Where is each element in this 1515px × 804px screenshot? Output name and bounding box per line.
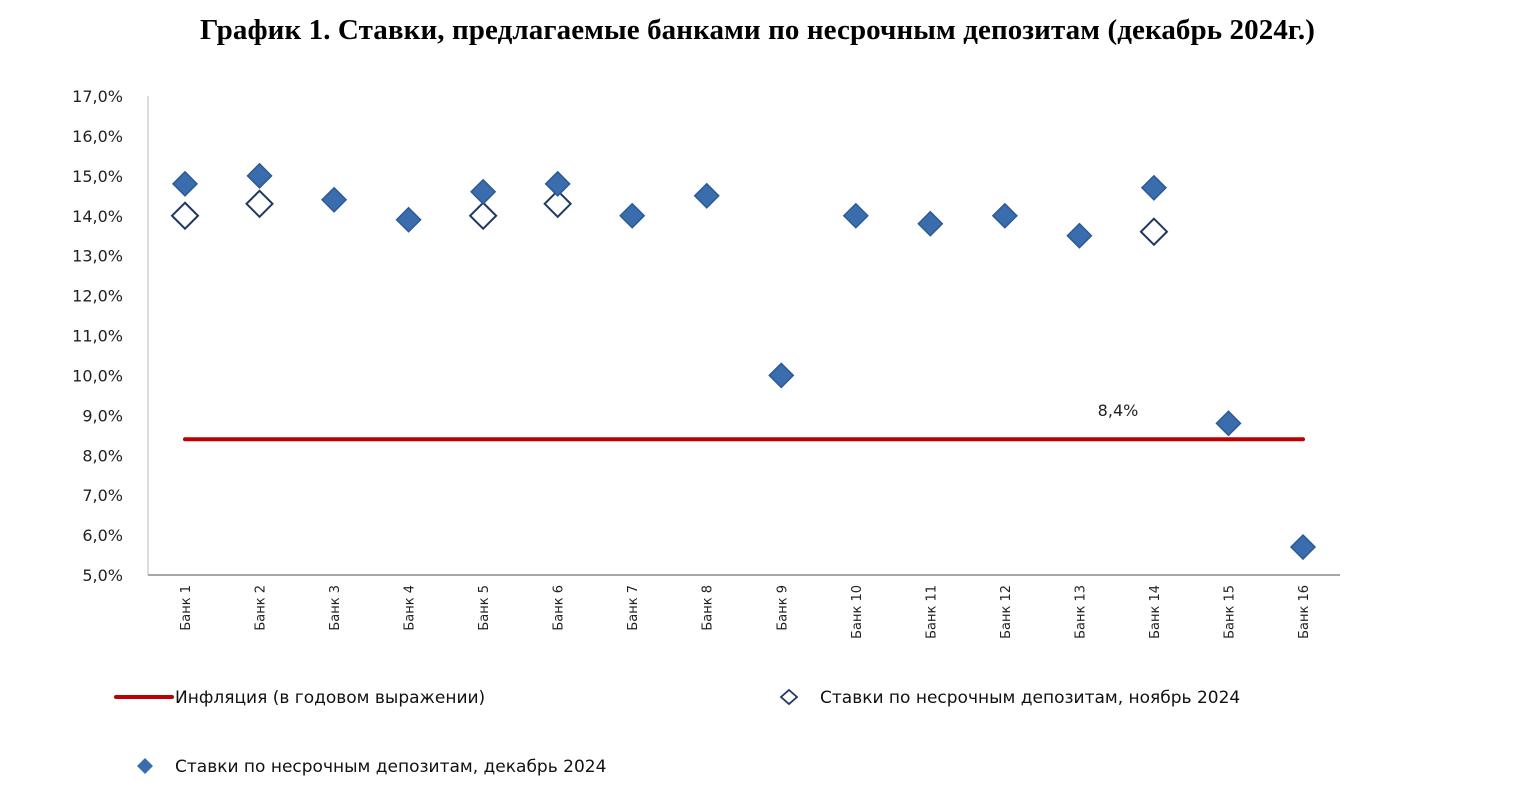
x-tick-label: Банк 10 — [850, 585, 865, 639]
legend-label-december: Ставки по несрочным депозитам, декабрь 2… — [175, 757, 606, 777]
y-tick-label: 8,0% — [82, 446, 123, 465]
y-tick-label: 17,0% — [72, 87, 123, 106]
december-data-point — [1140, 174, 1167, 201]
x-axis: Банк 1 Банк 2 Банк 3 Банк 4 Банк 5 Банк 6 Банк… — [148, 574, 1340, 639]
december-data-point — [768, 362, 795, 389]
x-tick-label: Банк 14 — [1148, 585, 1163, 639]
y-tick-label: 16,0% — [72, 127, 123, 146]
x-tick-label: Банк 15 — [1222, 585, 1237, 639]
december-data-point — [842, 202, 869, 229]
x-tick-label: Банк 16 — [1297, 585, 1312, 639]
december-rates-series — [171, 162, 1317, 561]
november-rates-series — [170, 189, 1169, 247]
chart-title: График 1. Ставки, предлагаемые банками п… — [199, 14, 1316, 46]
december-data-point — [395, 206, 422, 233]
legend-item-november: Ставки по несрочным депозитам, ноябрь 20… — [779, 688, 1240, 708]
y-tick-label: 10,0% — [72, 366, 123, 385]
x-tick-label: Банк 1 — [179, 585, 194, 631]
hollow-diamond-icon — [779, 688, 799, 706]
december-data-point — [619, 202, 646, 229]
december-data-point — [171, 170, 199, 197]
y-tick-label: 6,0% — [82, 526, 123, 545]
november-data-point — [170, 201, 200, 231]
x-tick-label: Банк 2 — [254, 585, 269, 631]
x-tick-label: Банк 11 — [924, 585, 939, 639]
x-tick-label: Банк 13 — [1073, 585, 1088, 639]
y-tick-label: 11,0% — [72, 327, 123, 346]
y-tick-label: 13,0% — [72, 247, 123, 266]
annotations: 8,4% — [1098, 401, 1139, 420]
x-tick-label: Банк 12 — [999, 585, 1014, 639]
november-data-point — [1139, 217, 1169, 247]
filled-diamond-icon — [137, 758, 153, 774]
december-data-point — [1289, 533, 1317, 561]
legend-label-inflation: Инфляция (в годовом выражении) — [175, 688, 485, 708]
y-tick-label: 9,0% — [82, 406, 123, 425]
x-tick-label: Банк 8 — [701, 585, 716, 631]
november-data-point — [468, 201, 498, 231]
november-data-point — [543, 189, 573, 219]
december-data-point — [544, 170, 571, 197]
x-tick-label: Банк 6 — [552, 585, 567, 631]
december-data-point — [321, 186, 348, 213]
december-data-point — [991, 202, 1018, 229]
x-tick-label: Банк 7 — [626, 585, 641, 631]
december-data-point — [1066, 222, 1093, 249]
x-tick-label: Банк 4 — [403, 585, 418, 631]
inflation-value-label: 8,4% — [1098, 401, 1139, 420]
november-data-point — [245, 189, 274, 219]
y-tick-label: 14,0% — [72, 207, 123, 226]
december-data-point — [1215, 410, 1242, 437]
december-data-point — [470, 178, 497, 205]
x-tick-label: Банк 9 — [775, 585, 790, 631]
y-tick-label: 12,0% — [72, 287, 123, 306]
legend-item-december: Ставки по несрочным депозитам, декабрь 2… — [137, 757, 606, 777]
x-tick-label: Банк 5 — [477, 585, 492, 631]
x-tick-label: Банк 3 — [328, 585, 343, 631]
december-data-point — [693, 182, 720, 209]
legend-item-inflation: Инфляция (в годовом выражении) — [114, 688, 485, 708]
december-data-point — [917, 210, 944, 237]
legend-label-november: Ставки по несрочным депозитам, ноябрь 20… — [820, 688, 1240, 708]
y-tick-label: 7,0% — [82, 486, 123, 505]
y-tick-label: 5,0% — [82, 566, 123, 585]
y-tick-label: 15,0% — [72, 167, 123, 186]
december-data-point — [246, 162, 273, 189]
y-axis: 5,0% 6,0% 7,0% 8,0% 9,0% 10,0% 11,0% 12,0% 13,0%… — [72, 87, 149, 585]
legend: Инфляция (в годовом выражении) Ставки по… — [114, 688, 1240, 777]
